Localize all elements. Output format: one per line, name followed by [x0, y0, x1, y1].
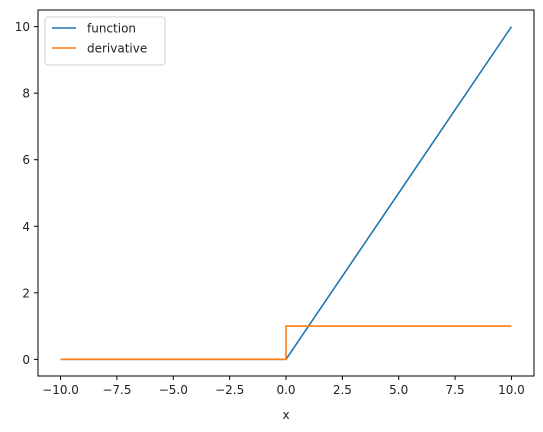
x-tick-label: 5.0 — [389, 383, 408, 397]
legend-box — [44, 16, 166, 66]
x-tick-label: 0.0 — [276, 383, 295, 397]
series-line-derivative — [60, 325, 512, 361]
legend-label-function: function — [87, 22, 136, 36]
x-axis-ticks: −10.0 −7.5 −5.0 −2.5 0.0 2.5 5.0 7.5 10.0 — [42, 376, 525, 397]
legend: function derivative — [44, 16, 166, 66]
plot-frame — [37, 9, 535, 377]
x-tick-label: 10.0 — [498, 383, 525, 397]
x-axis-label: x — [282, 408, 289, 422]
x-tick-label: 7.5 — [446, 383, 465, 397]
y-tick-label: 8 — [22, 87, 30, 101]
legend-label-derivative: derivative — [87, 42, 147, 56]
series-layer — [60, 26, 513, 361]
x-tick-label: −2.5 — [215, 383, 244, 397]
y-tick-label: 6 — [22, 153, 30, 167]
x-tick-label: −7.5 — [102, 383, 131, 397]
y-tick-label: 0 — [22, 353, 30, 367]
x-tick-label: −10.0 — [42, 383, 79, 397]
x-tick-label: −5.0 — [159, 383, 188, 397]
x-tick-label: 2.5 — [333, 383, 352, 397]
y-tick-label: 4 — [22, 220, 30, 234]
y-axis-ticks: 0 2 4 6 8 10 — [15, 20, 38, 367]
y-tick-label: 10 — [15, 20, 30, 34]
y-tick-label: 2 — [22, 286, 30, 300]
